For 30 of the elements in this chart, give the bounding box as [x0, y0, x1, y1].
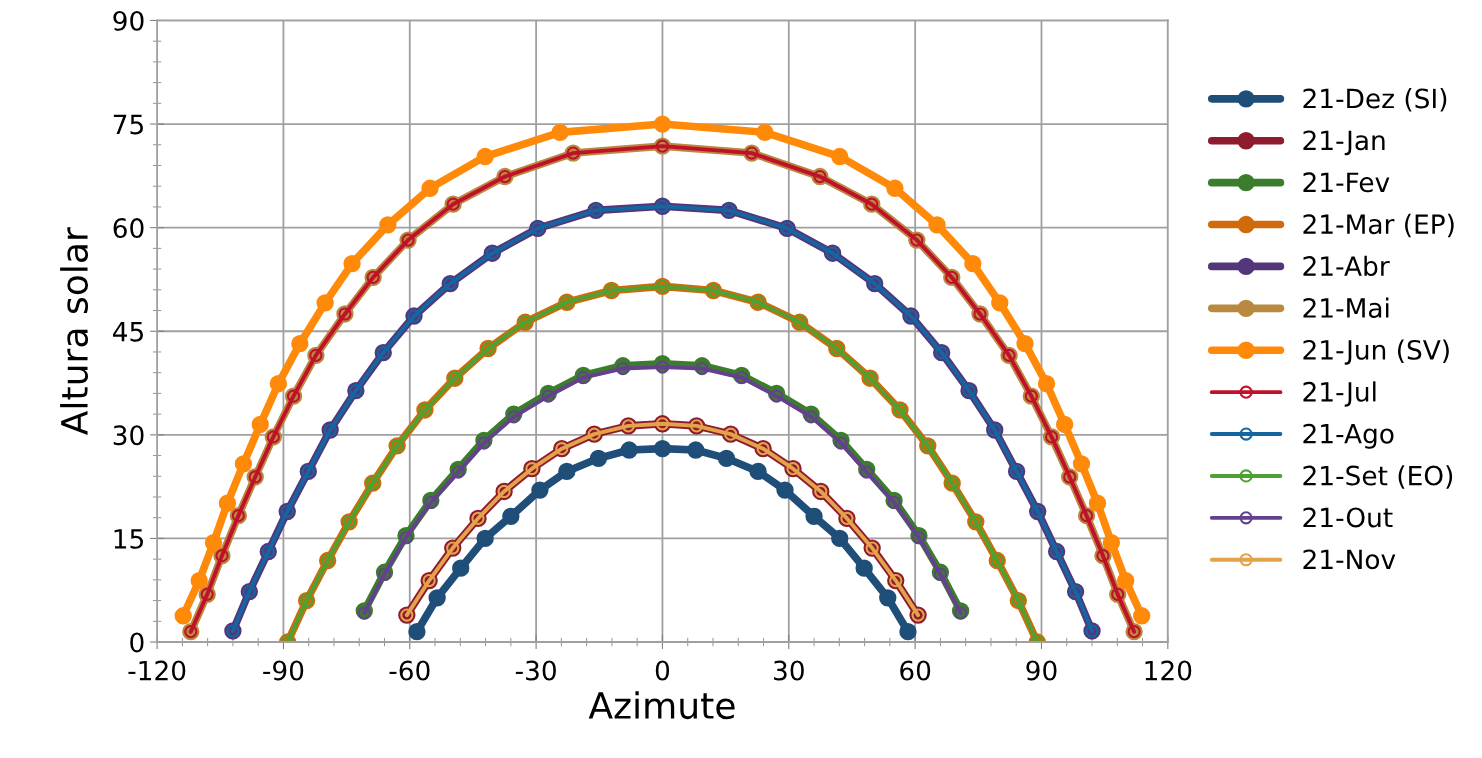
x-axis-title: Azimute — [588, 691, 735, 720]
y-tick-label: 30 — [113, 425, 144, 446]
x-tick-label: 60 — [900, 660, 931, 681]
y-axis-title: Altura solar — [60, 227, 89, 436]
legend-label: 21-Set (EO) — [1303, 465, 1453, 489]
y-tick-label: 15 — [114, 529, 143, 549]
legend-label: 21-Ago — [1303, 423, 1394, 449]
legend-label: 21-Jan — [1303, 130, 1385, 156]
legend-label: 21-Abr — [1303, 255, 1390, 277]
x-tick-label: -90 — [263, 660, 304, 681]
y-tick-label: 45 — [113, 322, 143, 342]
legend-label: 21-Nov — [1303, 549, 1396, 570]
x-tick-label: 120 — [1145, 660, 1192, 681]
x-tick-label: -120 — [128, 660, 186, 681]
legend-label: 21-Fev — [1303, 172, 1390, 193]
y-tick-label: 60 — [113, 218, 144, 239]
legend-label: 21-Dez (SI) — [1303, 88, 1447, 112]
legend-label: 21-Jul — [1303, 381, 1376, 407]
legend-label: 21-Mar (EP) — [1303, 213, 1454, 238]
legend-label: 21-Mai — [1303, 297, 1389, 318]
x-tick-label: 0 — [655, 660, 670, 681]
y-tick-label: 75 — [113, 114, 143, 135]
y-tick-label: 0 — [130, 632, 144, 653]
x-tick-label: -30 — [515, 660, 556, 681]
legend-label: 21-Out — [1303, 507, 1393, 528]
legend-label: 21-Jun (SV) — [1303, 339, 1449, 365]
x-tick-label: 30 — [774, 660, 804, 681]
x-tick-label: 90 — [1026, 660, 1057, 681]
x-tick-label: -60 — [389, 660, 430, 681]
y-tick-label: 90 — [113, 10, 144, 31]
